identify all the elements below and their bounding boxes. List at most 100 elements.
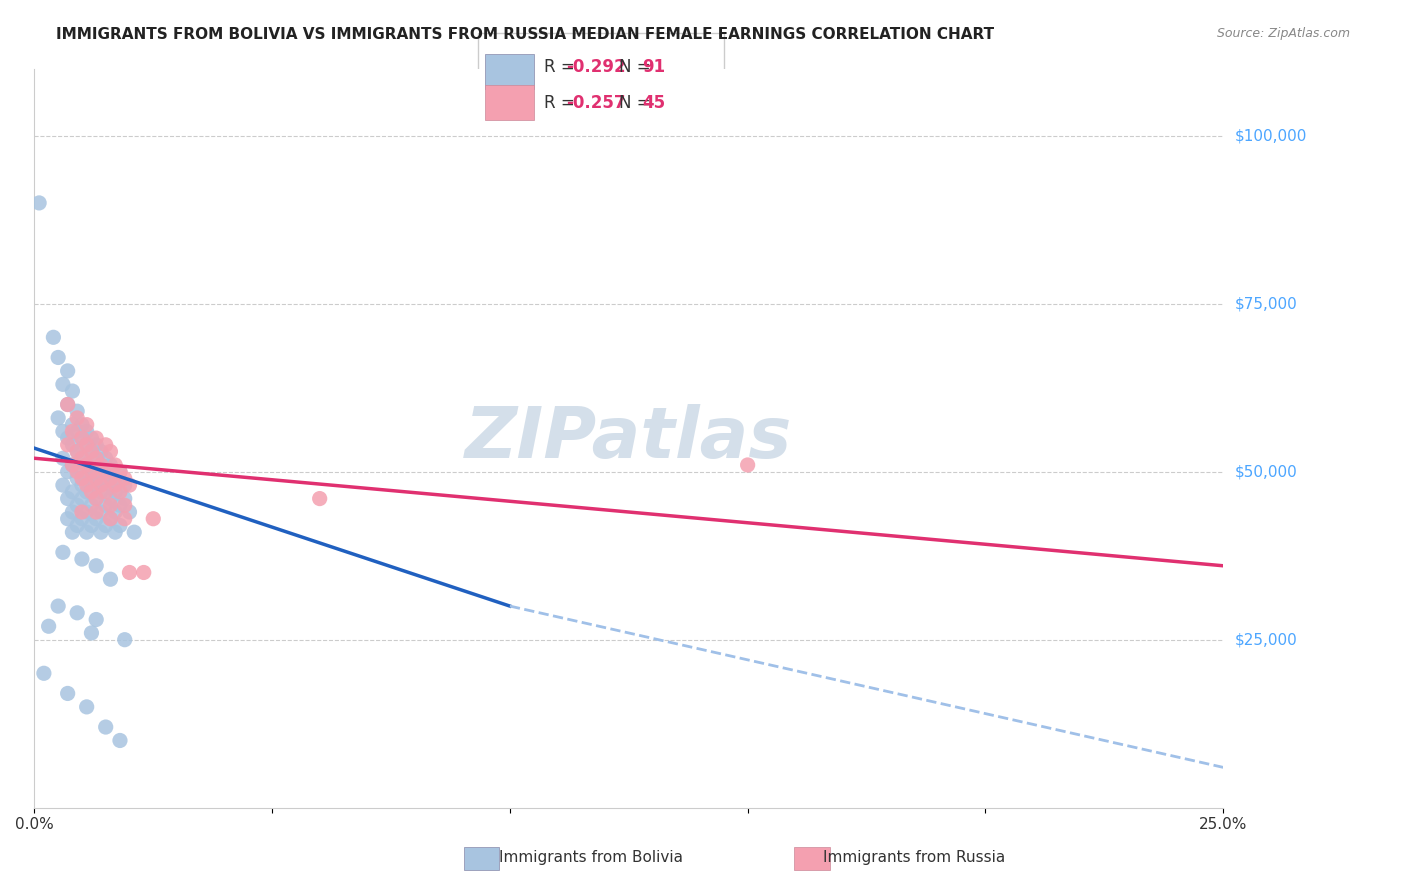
Text: Immigrants from Bolivia: Immigrants from Bolivia — [499, 850, 682, 865]
Point — [104, 484, 127, 499]
Text: Source: ZipAtlas.com: Source: ZipAtlas.com — [1216, 27, 1350, 40]
Point — [52, 478, 75, 492]
Point — [62, 438, 84, 452]
Point — [104, 478, 127, 492]
Point — [76, 699, 98, 714]
Point — [108, 498, 131, 512]
Text: $75,000: $75,000 — [1234, 296, 1296, 311]
Point — [80, 518, 103, 533]
Point — [90, 525, 112, 540]
Point — [70, 431, 93, 445]
Point — [62, 417, 84, 432]
Point — [737, 458, 759, 472]
Point — [46, 351, 69, 365]
Point — [94, 451, 117, 466]
Text: IMMIGRANTS FROM BOLIVIA VS IMMIGRANTS FROM RUSSIA MEDIAN FEMALE EARNINGS CORRELA: IMMIGRANTS FROM BOLIVIA VS IMMIGRANTS FR… — [56, 27, 994, 42]
Point — [118, 505, 141, 519]
Point — [104, 458, 127, 472]
Point — [70, 491, 93, 506]
Point — [100, 491, 122, 506]
Point — [56, 431, 79, 445]
Point — [70, 505, 93, 519]
Point — [100, 512, 122, 526]
Point — [100, 444, 122, 458]
Point — [90, 505, 112, 519]
Point — [308, 491, 330, 506]
Point — [100, 458, 122, 472]
Point — [76, 458, 98, 472]
Text: -0.292: -0.292 — [567, 58, 626, 76]
Point — [104, 471, 127, 485]
Point — [108, 465, 131, 479]
Point — [66, 404, 89, 418]
Point — [62, 505, 84, 519]
Point — [114, 512, 136, 526]
Point — [108, 518, 131, 533]
Point — [52, 425, 75, 439]
Point — [84, 431, 107, 445]
Point — [80, 444, 103, 458]
Point — [76, 484, 98, 499]
Point — [94, 471, 117, 485]
Point — [52, 451, 75, 466]
Point — [76, 425, 98, 439]
Point — [84, 505, 107, 519]
Point — [114, 471, 136, 485]
Text: Immigrants from Russia: Immigrants from Russia — [823, 850, 1005, 865]
Point — [84, 558, 107, 573]
Point — [84, 438, 107, 452]
Point — [70, 417, 93, 432]
Text: ZIPatlas: ZIPatlas — [465, 403, 793, 473]
Point — [56, 491, 79, 506]
Point — [108, 484, 131, 499]
Point — [84, 471, 107, 485]
Point — [100, 498, 122, 512]
Point — [76, 417, 98, 432]
Point — [80, 431, 103, 445]
Point — [108, 465, 131, 479]
Point — [76, 525, 98, 540]
Point — [62, 458, 84, 472]
Point — [80, 626, 103, 640]
Point — [94, 438, 117, 452]
Point — [84, 613, 107, 627]
Point — [70, 431, 93, 445]
Point — [94, 498, 117, 512]
Point — [56, 512, 79, 526]
Point — [66, 471, 89, 485]
Point — [76, 438, 98, 452]
Point — [100, 572, 122, 586]
Text: N =: N = — [619, 94, 655, 112]
Point — [70, 451, 93, 466]
Point — [62, 384, 84, 398]
Point — [94, 720, 117, 734]
Point — [70, 552, 93, 566]
Point — [70, 471, 93, 485]
Point — [70, 465, 93, 479]
Point — [70, 451, 93, 466]
Point — [90, 458, 112, 472]
Point — [90, 444, 112, 458]
Point — [46, 411, 69, 425]
Point — [76, 438, 98, 452]
Point — [90, 484, 112, 499]
Point — [84, 512, 107, 526]
Point — [66, 498, 89, 512]
Point — [66, 518, 89, 533]
Point — [100, 465, 122, 479]
Point — [80, 498, 103, 512]
Point — [76, 458, 98, 472]
Point — [100, 478, 122, 492]
Point — [32, 666, 55, 681]
Text: 91: 91 — [643, 58, 665, 76]
Point — [70, 478, 93, 492]
Point — [38, 619, 60, 633]
Text: $25,000: $25,000 — [1234, 632, 1296, 648]
Point — [80, 471, 103, 485]
Text: -0.257: -0.257 — [567, 94, 626, 112]
Point — [132, 566, 155, 580]
Point — [28, 195, 51, 210]
Point — [114, 491, 136, 506]
Text: $100,000: $100,000 — [1234, 128, 1306, 144]
Point — [84, 451, 107, 466]
